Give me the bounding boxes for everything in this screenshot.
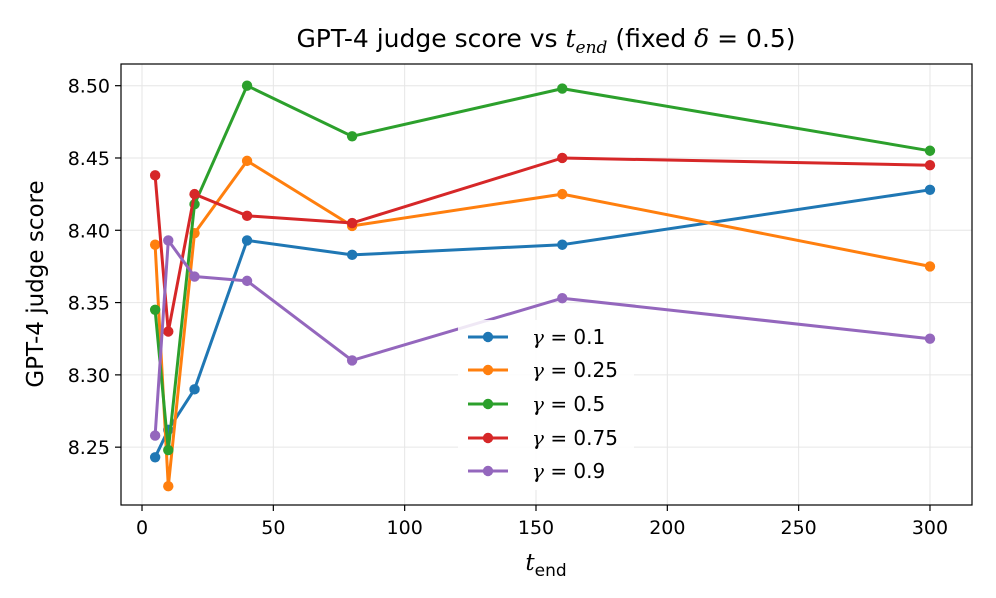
plot-frame — [120, 63, 973, 506]
data-point — [924, 184, 936, 195]
data-point — [189, 384, 200, 395]
legend-entry-gamma-0.5: γ = 0.5 — [468, 392, 605, 416]
y-tick-label: 8.25 — [68, 437, 110, 459]
x-tick-label: 250 — [781, 517, 817, 539]
data-point — [924, 145, 936, 156]
legend-entry-gamma-0.1: γ = 0.1 — [468, 325, 605, 349]
data-point — [189, 271, 200, 282]
data-point — [149, 452, 161, 463]
data-point — [346, 217, 358, 229]
legend-entry-gamma-0.75: γ = 0.75 — [468, 426, 618, 450]
data-point — [346, 249, 358, 261]
data-point — [149, 304, 161, 316]
data-point — [163, 235, 174, 246]
x-tick-label: 200 — [649, 517, 685, 539]
data-point — [241, 80, 253, 91]
data-point — [924, 160, 936, 171]
x-tick-label: 300 — [912, 517, 948, 539]
data-point — [557, 83, 568, 94]
y-tick-label: 8.45 — [68, 148, 110, 170]
legend-marker-gamma-0.5 — [482, 398, 494, 410]
series-layer — [149, 80, 936, 492]
legend-label-gamma-0.1: γ = 0.1 — [532, 325, 605, 349]
series-2 — [149, 80, 936, 456]
legend-marker-gamma-0.1 — [482, 331, 494, 343]
x-tick-label: 0 — [136, 517, 148, 539]
data-point — [557, 188, 568, 200]
legend-box — [458, 320, 634, 490]
data-point — [149, 170, 161, 181]
legend-label-gamma-0.5: γ = 0.5 — [532, 392, 605, 416]
data-point — [163, 444, 174, 456]
data-point — [346, 131, 358, 142]
x-tick-label: 150 — [518, 517, 554, 539]
data-point — [557, 239, 568, 250]
data-point — [557, 293, 568, 304]
data-point — [149, 239, 161, 250]
legend-entry-gamma-0.25: γ = 0.25 — [468, 358, 618, 382]
legend-label-gamma-0.25: γ = 0.25 — [532, 358, 618, 382]
data-point — [189, 188, 200, 200]
y-axis-label: GPT-4 judge score — [23, 180, 49, 387]
legend-marker-gamma-0.9 — [482, 465, 494, 477]
legend-label-gamma-0.75: γ = 0.75 — [532, 426, 618, 450]
x-axis: 0 50 100 150 200 250 300 — [136, 505, 948, 539]
x-axis-label: tend — [525, 550, 566, 581]
data-point — [241, 275, 253, 287]
legend-marker-gamma-0.75 — [482, 432, 494, 444]
data-point — [557, 152, 568, 164]
x-tick-label: 100 — [387, 517, 423, 539]
legend-entry-gamma-0.9: γ = 0.9 — [468, 459, 605, 483]
data-point — [924, 333, 936, 344]
y-axis: 8.25 8.30 8.35 8.40 8.45 8.50 — [68, 76, 121, 459]
y-tick-label: 8.40 — [68, 220, 110, 242]
data-point — [241, 155, 253, 167]
data-point — [163, 326, 174, 337]
data-point — [924, 261, 936, 272]
series-3 — [149, 152, 936, 337]
data-point — [241, 210, 253, 222]
y-tick-label: 8.50 — [68, 76, 110, 98]
x-tick-label: 50 — [261, 517, 285, 539]
legend-marker-gamma-0.25 — [482, 364, 494, 376]
y-tick-label: 8.35 — [68, 293, 110, 315]
chart-title: GPT-4 judge score vs tend (fixed δ = 0.5… — [296, 24, 795, 59]
legend-label-gamma-0.9: γ = 0.9 — [532, 459, 605, 483]
data-point — [163, 481, 174, 492]
legend: γ = 0.1 γ = 0.25 γ = 0.5 γ = 0.75 γ = 0.… — [458, 320, 634, 490]
data-point — [149, 430, 161, 441]
data-point — [346, 355, 358, 366]
data-point — [241, 235, 253, 246]
series-4 — [149, 235, 936, 441]
y-tick-label: 8.30 — [68, 365, 110, 387]
